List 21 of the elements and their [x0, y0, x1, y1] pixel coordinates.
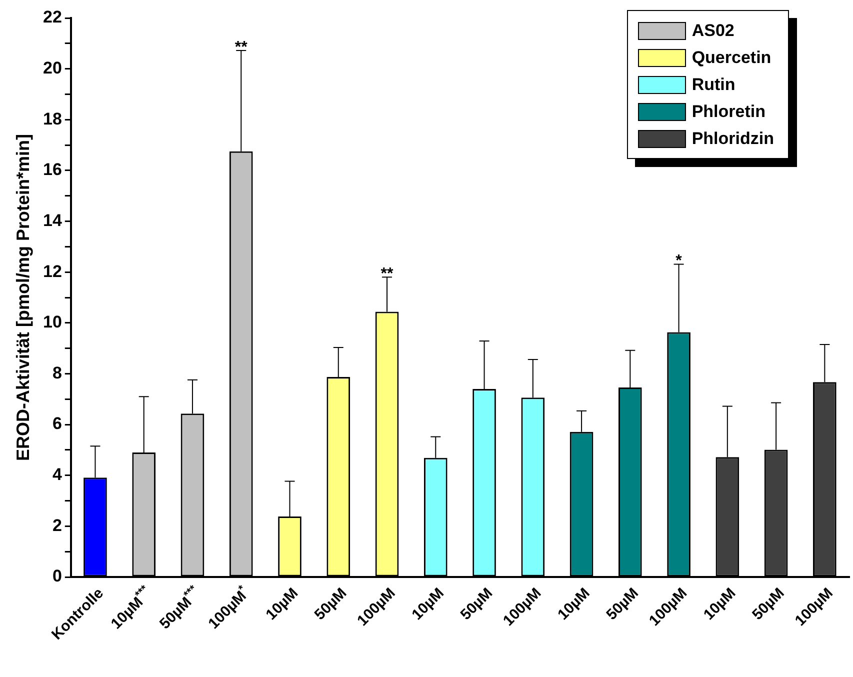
- annotation: **: [234, 38, 248, 56]
- y-tick-label: 18: [42, 109, 62, 128]
- legend-label: AS02: [692, 20, 734, 40]
- legend-label: Rutin: [692, 74, 736, 94]
- y-tick-label: 6: [52, 414, 62, 434]
- y-axis-title: EROD-Aktivität [pmol/mg Protein*min]: [12, 134, 33, 462]
- y-tick-label: 12: [42, 262, 62, 281]
- legend-label: Phloridzin: [692, 128, 774, 148]
- y-tick-label: 20: [42, 58, 62, 78]
- y-tick-label: 8: [52, 363, 62, 382]
- legend-label: Phloretin: [692, 102, 766, 122]
- legend-label: Quercetin: [692, 48, 772, 68]
- y-tick-label: 10: [42, 312, 62, 332]
- y-tick-label: 14: [42, 210, 62, 230]
- annotation: **: [380, 266, 394, 283]
- y-tick-label: 2: [52, 516, 62, 535]
- y-tick-label: 16: [42, 160, 62, 180]
- y-tick-label: 22: [42, 8, 62, 27]
- y-tick-label: 0: [52, 566, 62, 586]
- annotation: *: [676, 252, 683, 270]
- y-tick-label: 4: [52, 465, 62, 484]
